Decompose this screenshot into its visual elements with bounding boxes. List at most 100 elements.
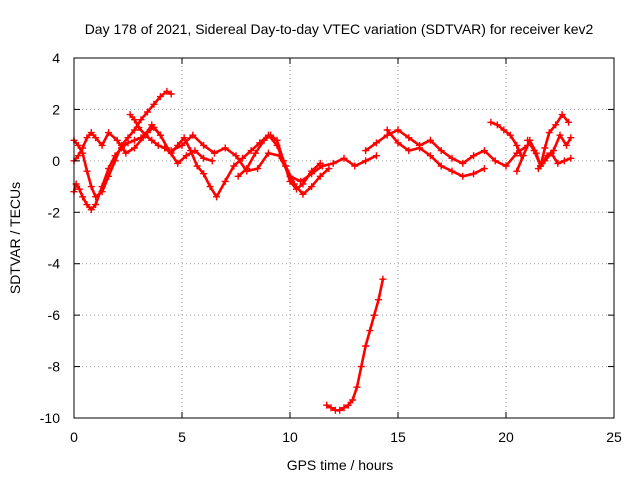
series-trace	[169, 133, 378, 183]
data-point	[316, 172, 324, 180]
chart-title: Day 178 of 2021, Sidereal Day-to-day VTE…	[85, 21, 594, 37]
data-point	[174, 159, 182, 167]
data-point	[340, 154, 348, 162]
data-point	[329, 159, 337, 167]
data-point	[513, 167, 521, 175]
data-point	[394, 126, 402, 134]
data-point	[163, 87, 171, 95]
data-point	[156, 93, 164, 101]
data-point	[206, 183, 214, 191]
data-point	[238, 154, 246, 162]
data-point	[372, 139, 380, 147]
data-point	[210, 149, 218, 157]
data-point	[122, 149, 130, 157]
data-point	[344, 401, 352, 409]
data-point	[254, 165, 262, 173]
data-point	[247, 147, 255, 155]
data-point	[370, 311, 378, 319]
data-point	[394, 139, 402, 147]
data-point	[534, 165, 542, 173]
data-point	[150, 100, 158, 108]
data-point	[135, 123, 143, 131]
data-point	[234, 172, 242, 180]
data-point	[340, 404, 348, 412]
data-point	[357, 363, 365, 371]
data-point	[156, 131, 164, 139]
data-point	[264, 149, 272, 157]
plot-frame	[73, 57, 615, 419]
data-point	[111, 152, 119, 160]
data-point	[213, 193, 221, 201]
data-point	[558, 111, 566, 119]
y-tick-label: 0	[52, 153, 60, 169]
data-point	[459, 172, 467, 180]
data-point	[567, 134, 575, 142]
data-point	[167, 90, 175, 98]
data-point	[552, 121, 560, 129]
data-point	[87, 206, 95, 214]
data-point	[232, 152, 240, 160]
data-point	[459, 159, 467, 167]
data-point	[79, 144, 87, 152]
data-point	[541, 144, 549, 152]
y-tick-label: 4	[52, 50, 60, 66]
data-point	[251, 149, 259, 157]
data-point	[83, 201, 91, 209]
data-point	[130, 136, 138, 144]
data-point	[554, 159, 562, 167]
data-point	[362, 157, 370, 165]
data-point	[124, 139, 132, 147]
data-point	[487, 118, 495, 126]
x-tick-label: 15	[390, 429, 406, 445]
data-point	[448, 167, 456, 175]
data-point	[273, 136, 281, 144]
series-sat-m	[323, 275, 387, 414]
data-point	[308, 183, 316, 191]
data-point	[189, 131, 197, 139]
data-point	[325, 165, 333, 173]
data-point	[437, 147, 445, 155]
data-point	[260, 136, 268, 144]
data-point	[448, 154, 456, 162]
x-tick-label: 5	[178, 429, 186, 445]
data-point	[292, 185, 300, 193]
y-tick-label: -4	[48, 256, 61, 272]
x-tick-label: 0	[70, 429, 78, 445]
data-point	[383, 126, 391, 134]
data-point	[87, 129, 95, 137]
series-sat-l	[534, 149, 575, 173]
series-trace	[72, 123, 214, 165]
data-point	[130, 144, 138, 152]
x-axis-label: GPS time / hours	[287, 457, 394, 473]
data-point	[308, 167, 316, 175]
y-tick-label: -6	[48, 307, 61, 323]
data-point	[161, 144, 169, 152]
data-point	[154, 141, 162, 149]
series-sat-f	[234, 131, 324, 193]
data-point	[98, 141, 106, 149]
y-tick-label: -8	[48, 359, 61, 375]
data-point	[126, 111, 134, 119]
data-point	[193, 162, 201, 170]
y-axis-label: SDTVAR / TECUs	[7, 182, 23, 294]
data-point	[375, 296, 383, 304]
data-point	[316, 159, 324, 167]
data-point	[130, 116, 138, 124]
data-point	[79, 193, 87, 201]
x-tick-label: 20	[498, 429, 514, 445]
data-point	[547, 149, 555, 157]
data-point	[513, 141, 521, 149]
data-point	[545, 129, 553, 137]
data-point	[299, 180, 307, 188]
data-point	[74, 152, 82, 160]
data-point	[470, 170, 478, 178]
data-point	[366, 327, 374, 335]
data-point	[221, 177, 229, 185]
series-trace	[325, 277, 385, 412]
data-point	[187, 147, 195, 155]
y-tick-label: -2	[48, 204, 61, 220]
data-point	[200, 154, 208, 162]
data-point	[519, 152, 527, 160]
x-tick-label: 25	[606, 429, 622, 445]
